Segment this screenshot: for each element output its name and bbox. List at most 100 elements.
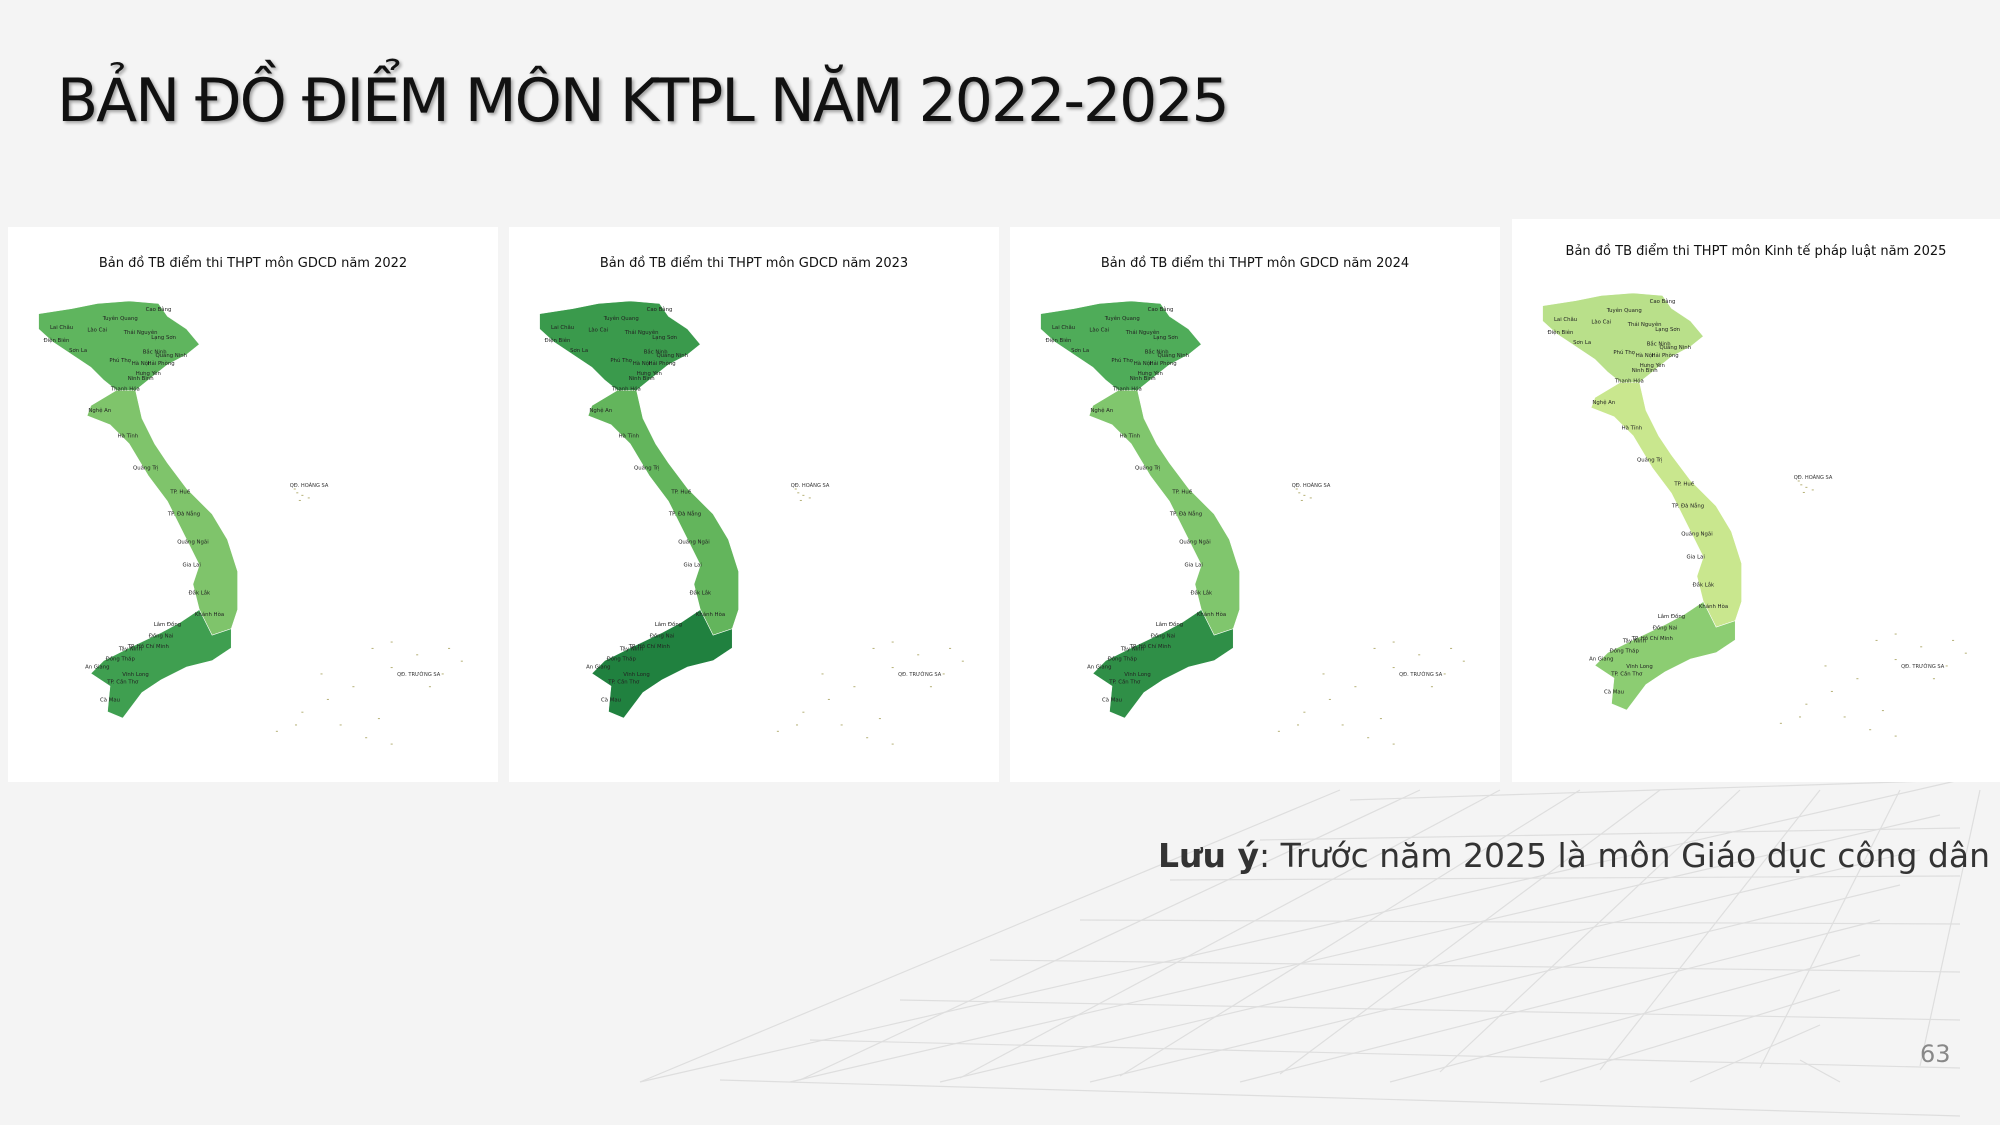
province-label: Nghệ An [1090, 407, 1113, 414]
province-label: Cao Bằng [1148, 306, 1174, 313]
province-label: Quảng Ngãi [1681, 530, 1713, 537]
island [929, 686, 932, 688]
region [1594, 601, 1736, 711]
grid-line [1089, 884, 1901, 1083]
island [301, 494, 304, 496]
island [1296, 724, 1300, 726]
province-label: Cao Bằng [1650, 298, 1676, 305]
island [1894, 659, 1897, 661]
island [1354, 686, 1357, 688]
grid-line [1349, 779, 1961, 801]
map-title: Bản đồ TB điểm thi THPT môn Kinh tế pháp… [1566, 244, 1947, 259]
province-label: Thanh Hóa [110, 385, 140, 392]
island [1856, 678, 1859, 680]
province-label: Đồng Tháp [1108, 655, 1138, 663]
island [390, 667, 393, 669]
province-label: Lào Cai [1591, 319, 1611, 326]
island [1300, 499, 1303, 501]
province-label: Tây Ninh [1622, 637, 1646, 644]
island [326, 698, 329, 700]
island [1341, 724, 1344, 726]
province-label: Hà Tĩnh [1120, 432, 1141, 439]
province-label: Sơn La [570, 348, 588, 354]
province-label: Ninh Bình [128, 375, 154, 382]
province-label: Lạng Sơn [151, 335, 176, 341]
island [320, 673, 323, 675]
map-title: Bản đồ TB điểm thi THPT môn GDCD năm 202… [1101, 256, 1409, 271]
island [891, 667, 894, 669]
map-panel: Bản đồ TB điểm thi THPT môn GDCD năm 202… [1010, 227, 1500, 782]
island [441, 673, 444, 675]
province-label: TP. Cần Thơ [1610, 670, 1643, 678]
province-label: Quảng Ngãi [1179, 538, 1211, 545]
province-label: Quảng Ninh [155, 352, 187, 359]
province-label: Khánh Hòa [696, 611, 725, 618]
island [294, 724, 298, 726]
grid-line [1689, 1024, 1821, 1083]
province-label: Điện Biên [545, 337, 571, 344]
island [802, 494, 805, 496]
province-label: Điện Biên [1548, 329, 1574, 336]
grid-line [1799, 1059, 1841, 1083]
island [448, 647, 451, 649]
island [1952, 639, 1955, 641]
province-label: Phú Thọ [109, 357, 131, 364]
map-shape: Cao Bằng Tuyên Quang Lai Châu Lào Cai Thái N… [38, 300, 463, 745]
island [1379, 718, 1382, 720]
province-label: Lào Cai [588, 327, 608, 334]
grid-line [1259, 827, 1961, 841]
province-label: TP. Đà Nẵng [1671, 502, 1704, 509]
province-label: Cà Mau [1604, 688, 1624, 695]
province-label: Đắk Lắk [690, 589, 712, 596]
province-label: Hà Tĩnh [619, 432, 640, 439]
province-label: Hà Nội [1636, 352, 1654, 359]
island [1295, 488, 1298, 490]
island [917, 654, 920, 656]
province-label: TP. Huế [169, 489, 190, 496]
province-label: TP. Cần Thơ [1108, 678, 1141, 686]
province-label: Khánh Hòa [1699, 603, 1728, 610]
island [1298, 492, 1301, 494]
province-label: Quảng Trị [133, 464, 159, 471]
province-label: Vĩnh Long [1626, 664, 1653, 670]
province-label: Quảng Ninh [1659, 344, 1691, 351]
province-label: Thái Nguyên [1627, 321, 1662, 328]
island [1830, 690, 1833, 692]
province-label: Hưng Yên [1640, 362, 1665, 369]
map-panel: Bản đồ TB điểm thi THPT môn GDCD năm 202… [509, 227, 999, 782]
island [307, 497, 310, 499]
province-label: Lâm Đồng [1658, 612, 1685, 620]
island-label: QĐ. HOÀNG SA [1794, 474, 1833, 481]
island [1303, 494, 1306, 496]
province-label: Lâm Đồng [154, 620, 181, 628]
island-label: QĐ. TRƯỜNG SA [1901, 663, 1945, 670]
slide-title: BẢN ĐỒ ĐIỂM MÔN KTPL NĂM 2022-2025 [57, 66, 1230, 136]
island-label: QĐ. HOÀNG SA [791, 482, 830, 489]
province-label: Hà Nội [1134, 360, 1152, 367]
province-label: Nghệ An [88, 407, 111, 414]
province-label: Phú Thọ [610, 357, 632, 364]
region [86, 390, 238, 636]
map-title: Bản đồ TB điểm thi THPT môn GDCD năm 202… [99, 256, 407, 271]
province-label: Lai Châu [1052, 324, 1075, 331]
grid-line [1539, 989, 1841, 1083]
grid-line [719, 1079, 1961, 1117]
island [797, 492, 800, 494]
island [1894, 633, 1897, 635]
island [840, 724, 843, 726]
page-number: 63 [1920, 1040, 1951, 1068]
region [1040, 300, 1202, 391]
island [1964, 652, 1967, 654]
province-label: Phú Thọ [1111, 357, 1133, 364]
island [1373, 647, 1376, 649]
province-label: Quảng Trị [1135, 464, 1161, 471]
island [866, 737, 869, 739]
province-label: Gia Lai [183, 562, 201, 568]
map: Bản đồ TB điểm thi THPT môn GDCD năm 202… [38, 256, 463, 745]
grid-line [639, 789, 1341, 1083]
province-label: Quảng Trị [1637, 456, 1663, 463]
province-label: Thanh Hóa [1614, 377, 1644, 384]
